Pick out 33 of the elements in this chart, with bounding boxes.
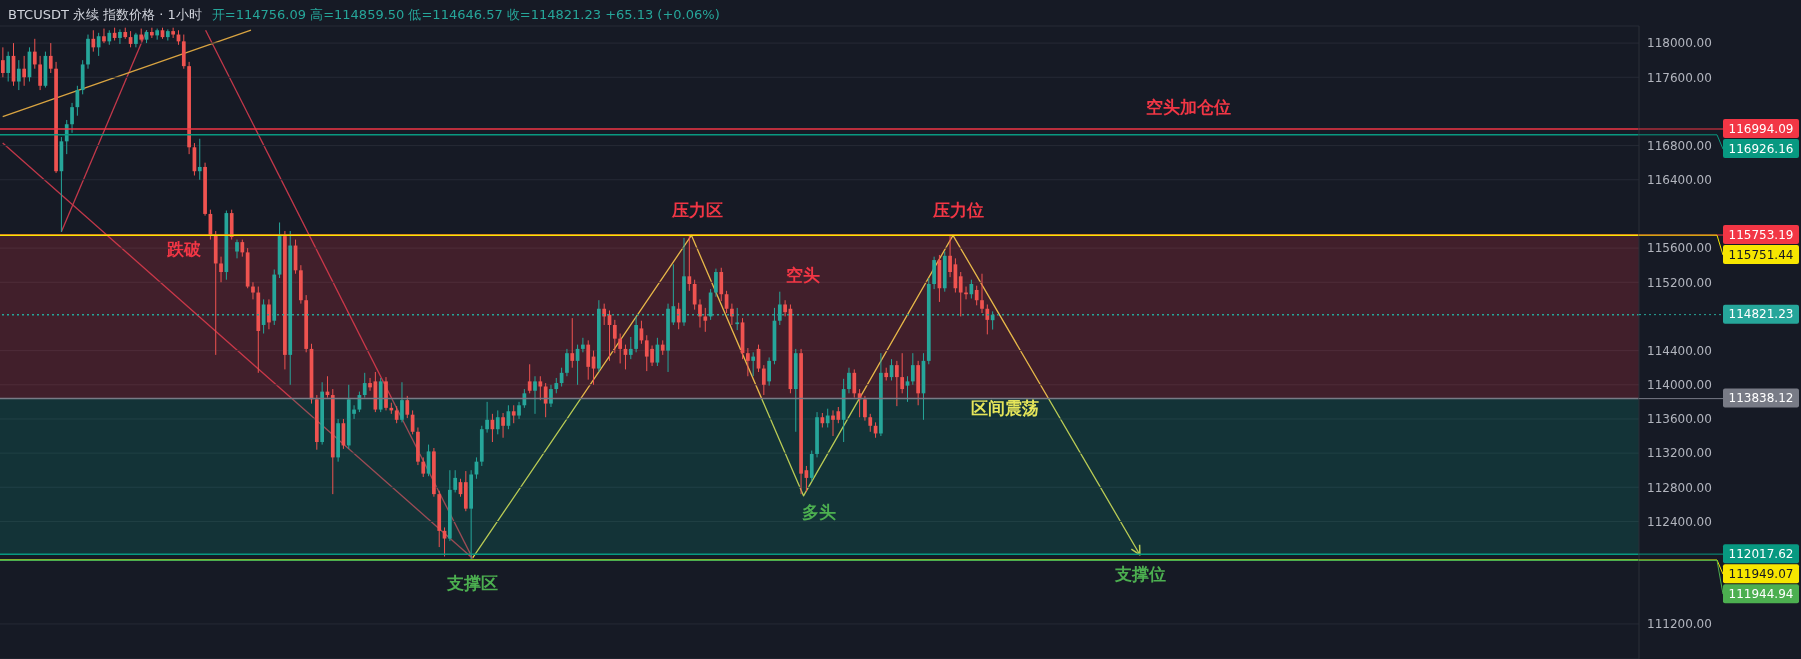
y-tick-label: 118000.00 <box>1647 36 1712 51</box>
annotation: 跌破 <box>166 238 202 259</box>
ref-line-label: 112017.62 <box>1728 546 1794 561</box>
annotation: 压力位 <box>931 200 984 221</box>
ref-line-label: 116926.16 <box>1728 141 1794 156</box>
y-tick-label: 116400.00 <box>1647 173 1712 188</box>
y-tick-label: 114400.00 <box>1647 343 1712 358</box>
ref-line-label: 115751.44 <box>1728 247 1794 262</box>
y-tick-label: 112800.00 <box>1647 480 1712 495</box>
ref-line-label: 111944.94 <box>1728 586 1794 601</box>
ref-line-label: 114821.23 <box>1728 307 1794 322</box>
annotation: 多头 <box>802 502 836 522</box>
chart-subtitle: 开=114756.09 高=114859.50 低=114646.57 收=114821.23 +65.13 (+0.06%) <box>211 7 720 22</box>
ref-line-label: 111949.07 <box>1728 566 1794 581</box>
ref-line-label: 115753.19 <box>1728 227 1794 242</box>
y-tick-label: 114000.00 <box>1647 378 1712 393</box>
y-tick-label: 113600.00 <box>1647 412 1712 427</box>
annotation: 空头 <box>786 264 820 285</box>
y-tick-label: 113200.00 <box>1647 446 1712 461</box>
y-tick-label: 111200.00 <box>1647 617 1712 632</box>
chart-title: BTCUSDT 永续 指数价格 · 1小时 <box>8 7 202 22</box>
y-tick-label: 116800.00 <box>1647 138 1712 153</box>
ref-line-label: 113838.12 <box>1728 391 1794 406</box>
y-tick-label: 115600.00 <box>1647 241 1712 256</box>
annotation: 压力区 <box>670 200 723 221</box>
y-tick-label: 112400.00 <box>1647 514 1712 529</box>
ref-line-label: 116994.09 <box>1728 121 1794 136</box>
annotation: 支撑位 <box>1113 564 1166 585</box>
y-tick-label: 115200.00 <box>1647 275 1712 290</box>
annotation: 支撑区 <box>445 573 498 594</box>
annotation: 区间震荡 <box>971 398 1039 419</box>
annotation: 空头加仓位 <box>1145 96 1231 117</box>
y-tick-label: 117600.00 <box>1647 70 1712 85</box>
